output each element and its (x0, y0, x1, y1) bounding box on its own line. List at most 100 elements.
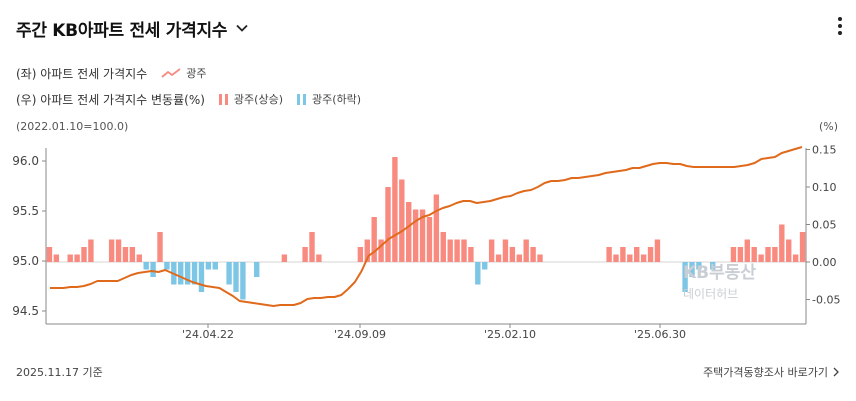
fall-bar[interactable] (475, 262, 481, 285)
rise-bar[interactable] (81, 247, 87, 262)
rise-bar[interactable] (758, 254, 764, 263)
more-options-icon[interactable] (834, 14, 846, 38)
rise-bar[interactable] (281, 254, 288, 263)
rise-bar[interactable] (88, 239, 94, 263)
rise-bar[interactable] (129, 247, 136, 262)
rise-bar[interactable] (751, 247, 757, 262)
rise-bar[interactable] (433, 194, 440, 263)
rise-bar[interactable] (627, 254, 633, 263)
rise-bar[interactable] (744, 239, 750, 263)
rise-bar[interactable] (468, 247, 474, 262)
rise-bar[interactable] (426, 217, 433, 262)
rise-bar[interactable] (136, 254, 142, 263)
rise-bar[interactable] (122, 247, 129, 262)
legend-fall-item[interactable]: 광주(하락) (297, 91, 361, 107)
rise-bar[interactable] (516, 254, 522, 263)
chart-header[interactable]: 주간 KB아파트 전세 가격지수 (16, 14, 249, 42)
rise-bar[interactable] (406, 202, 412, 262)
rise-bar[interactable] (67, 254, 73, 263)
right-tick-label: 0.10 (812, 181, 837, 194)
fall-bar-legend-icon (297, 94, 306, 105)
rise-bar[interactable] (530, 247, 536, 262)
survey-link[interactable]: 주택가격동향조사 바로가기 (703, 364, 840, 380)
rise-bar-legend-icon (218, 94, 228, 105)
rise-bar[interactable] (647, 247, 654, 262)
fall-bar[interactable] (143, 262, 149, 270)
index-line[interactable] (50, 146, 803, 307)
rise-bar[interactable] (537, 254, 543, 263)
chevron-down-icon[interactable] (235, 21, 249, 35)
x-tick-label: '24.09.09 (334, 328, 386, 341)
fall-bar[interactable] (150, 262, 156, 277)
left-tick-label: 96.0 (12, 154, 39, 168)
x-tick-label: '25.06.30 (634, 328, 686, 341)
fall-bar[interactable] (696, 262, 702, 270)
watermark: KB부동산 데이터허브 (683, 263, 756, 301)
rise-bar[interactable] (606, 247, 612, 262)
legend-left-axis: (좌) 아파트 전세 가격지수 광주 (16, 64, 206, 82)
fall-bar[interactable] (240, 262, 246, 300)
fall-bar[interactable] (233, 262, 239, 292)
rise-bar[interactable] (74, 254, 80, 263)
rise-bar[interactable] (799, 232, 806, 262)
rise-bar[interactable] (302, 247, 308, 262)
rise-bar[interactable] (316, 254, 322, 263)
rise-bar[interactable] (779, 224, 785, 263)
right-axis-label: (우) 아파트 전세 가격지수 변동률(%) (16, 92, 205, 107)
rise-bar[interactable] (157, 232, 163, 262)
fall-bar[interactable] (710, 262, 716, 270)
right-tick-label: 0.00 (812, 256, 837, 269)
rise-bar[interactable] (509, 247, 516, 262)
legend-rise-item[interactable]: 광주(상승) (218, 91, 283, 107)
rise-bar[interactable] (108, 239, 115, 263)
line-series (50, 146, 803, 307)
rise-bar[interactable] (115, 239, 122, 263)
rise-bar[interactable] (371, 217, 377, 262)
rise-bar[interactable] (786, 239, 792, 263)
rise-bar[interactable] (620, 247, 626, 262)
rise-bar[interactable] (392, 157, 398, 262)
rise-bar[interactable] (412, 209, 419, 263)
rise-bar[interactable] (53, 254, 60, 263)
fall-bar[interactable] (164, 262, 170, 270)
fall-bar[interactable] (191, 262, 198, 285)
legend-line-item[interactable]: 광주 (161, 65, 206, 81)
rise-bar[interactable] (523, 239, 529, 263)
rise-bar[interactable] (385, 187, 391, 262)
rise-bar[interactable] (488, 239, 495, 263)
rise-bar[interactable] (378, 239, 384, 263)
rise-bar[interactable] (792, 254, 799, 263)
rise-bar[interactable] (364, 239, 370, 263)
fall-bar[interactable] (205, 262, 212, 270)
rise-bar[interactable] (419, 209, 426, 263)
rise-bar[interactable] (640, 254, 647, 263)
right-tick-label: 0.15 (812, 144, 837, 157)
rise-bar[interactable] (309, 232, 315, 262)
rise-bar[interactable] (461, 239, 467, 263)
fall-bar[interactable] (682, 262, 688, 292)
fall-bar[interactable] (254, 262, 260, 277)
rise-bar[interactable] (502, 239, 509, 263)
fall-bar[interactable] (198, 262, 205, 292)
rise-bar[interactable] (730, 247, 737, 262)
fall-bar[interactable] (226, 262, 232, 285)
rise-bar[interactable] (440, 232, 446, 262)
fall-bar[interactable] (184, 262, 191, 285)
fall-bar[interactable] (482, 262, 488, 270)
fall-bar[interactable] (212, 262, 218, 270)
rise-bar[interactable] (737, 247, 744, 262)
rise-bar[interactable] (765, 247, 771, 262)
rise-bar[interactable] (46, 247, 53, 262)
rise-bar[interactable] (634, 247, 640, 262)
fall-bar[interactable] (689, 262, 695, 277)
rise-bar[interactable] (654, 239, 661, 263)
rise-bar[interactable] (495, 254, 502, 263)
rise-bar[interactable] (454, 239, 460, 263)
rise-bar[interactable] (772, 247, 778, 262)
fall-bar[interactable] (178, 262, 184, 285)
rise-bar[interactable] (399, 179, 405, 263)
rise-bar[interactable] (357, 247, 364, 262)
rise-bar[interactable] (447, 239, 453, 263)
rise-bar[interactable] (613, 254, 619, 263)
